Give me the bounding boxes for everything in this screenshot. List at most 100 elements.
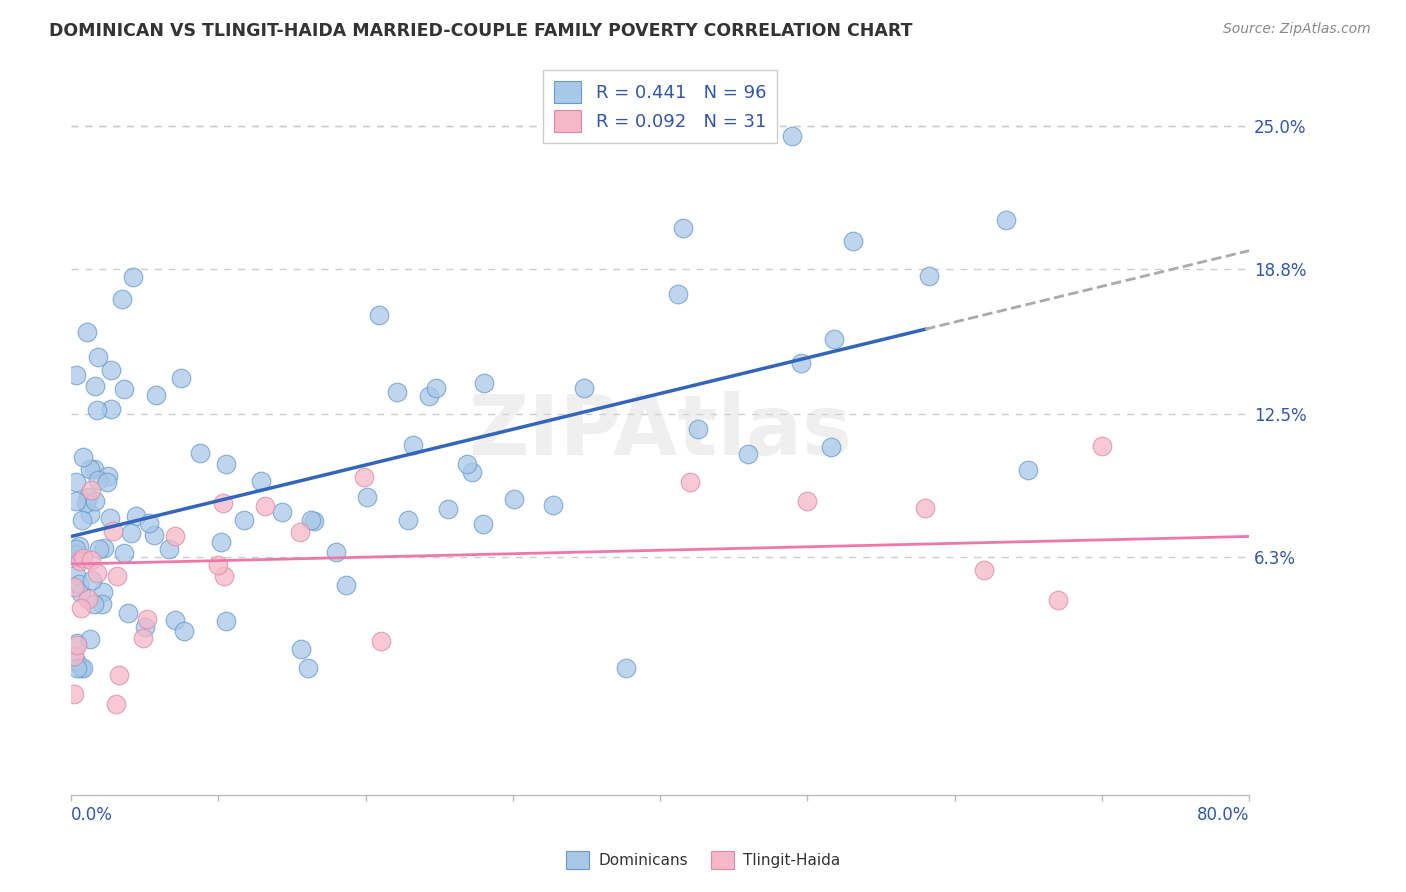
Point (80, 553, 103, 567)
Point (460, 465, 482, 479)
Point (914, 500, 936, 515)
Text: ZIPAtlas: ZIPAtlas (468, 391, 852, 472)
Point (79, 632, 101, 647)
Point (79, 508, 101, 522)
Point (918, 269, 941, 284)
Legend: Dominicans, Tlingit-Haida: Dominicans, Tlingit-Haida (560, 845, 846, 875)
Point (125, 508, 148, 523)
Point (472, 376, 495, 390)
Point (418, 389, 440, 403)
Point (97, 469, 120, 483)
Point (65, 568, 87, 582)
Point (254, 499, 277, 513)
Point (157, 542, 180, 557)
Point (232, 513, 254, 527)
Point (63, 581, 86, 595)
Point (574, 381, 596, 395)
Legend: R = 0.441   N = 96, R = 0.092   N = 31: R = 0.441 N = 96, R = 0.092 N = 31 (543, 70, 778, 144)
Point (207, 558, 229, 573)
Point (79, 462, 101, 476)
Point (842, 234, 865, 248)
Point (686, 422, 709, 436)
Point (994, 212, 1017, 227)
Point (136, 612, 159, 626)
Point (80, 483, 103, 497)
Point (132, 631, 155, 645)
Point (110, 292, 132, 306)
Point (89, 542, 111, 557)
Point (112, 382, 135, 396)
Point (77, 591, 100, 606)
Point (1091, 439, 1114, 453)
Text: Source: ZipAtlas.com: Source: ZipAtlas.com (1223, 22, 1371, 37)
Point (93, 585, 115, 599)
Point (104, 697, 127, 711)
Point (93, 541, 115, 555)
Point (69, 585, 91, 599)
Point (335, 578, 357, 592)
Point (75, 496, 97, 510)
Point (796, 494, 818, 508)
Point (145, 388, 167, 402)
Point (83, 379, 105, 393)
Point (87, 473, 110, 487)
Point (737, 447, 759, 461)
Point (100, 402, 122, 417)
Point (325, 544, 347, 558)
Point (270, 505, 292, 519)
Point (299, 512, 322, 526)
Point (290, 524, 312, 539)
Point (69, 554, 91, 568)
Point (385, 384, 408, 399)
Point (90, 597, 112, 611)
Point (76, 325, 98, 339)
Text: DOMINICAN VS TLINGIT-HAIDA MARRIED-COUPLE FAMILY POVERTY CORRELATION CHART: DOMINICAN VS TLINGIT-HAIDA MARRIED-COUPL… (49, 22, 912, 40)
Point (820, 440, 842, 454)
Point (65, 548, 87, 562)
Point (76, 490, 98, 504)
Point (86, 403, 108, 417)
Point (290, 642, 312, 657)
Point (370, 634, 392, 648)
Point (65, 494, 87, 508)
Point (72, 513, 94, 527)
Text: 0.0%: 0.0% (72, 806, 112, 824)
Point (249, 475, 271, 489)
Point (209, 535, 232, 549)
Point (353, 470, 375, 484)
Point (672, 221, 695, 235)
Point (67, 577, 90, 591)
Point (456, 457, 478, 471)
Point (65, 654, 87, 668)
Point (666, 286, 689, 301)
Point (65, 547, 87, 561)
Point (86, 566, 108, 581)
Point (356, 490, 378, 504)
Point (215, 615, 238, 629)
Point (112, 546, 135, 560)
Point (973, 563, 995, 577)
Point (63, 687, 86, 701)
Point (72, 450, 94, 465)
Point (80, 574, 103, 588)
Point (84, 494, 107, 508)
Text: 80.0%: 80.0% (1197, 806, 1249, 824)
Point (121, 269, 143, 284)
Point (142, 528, 165, 542)
Point (614, 661, 637, 675)
Point (66, 636, 89, 650)
Point (211, 496, 233, 510)
Point (120, 526, 142, 541)
Point (1046, 592, 1069, 607)
Point (87, 350, 110, 364)
Point (65, 475, 87, 489)
Point (165, 529, 187, 543)
Point (108, 668, 131, 682)
Point (96, 475, 118, 489)
Point (790, 355, 813, 369)
Point (170, 371, 193, 385)
Point (679, 475, 702, 489)
Point (401, 438, 423, 452)
Point (173, 624, 195, 638)
Point (502, 492, 524, 507)
